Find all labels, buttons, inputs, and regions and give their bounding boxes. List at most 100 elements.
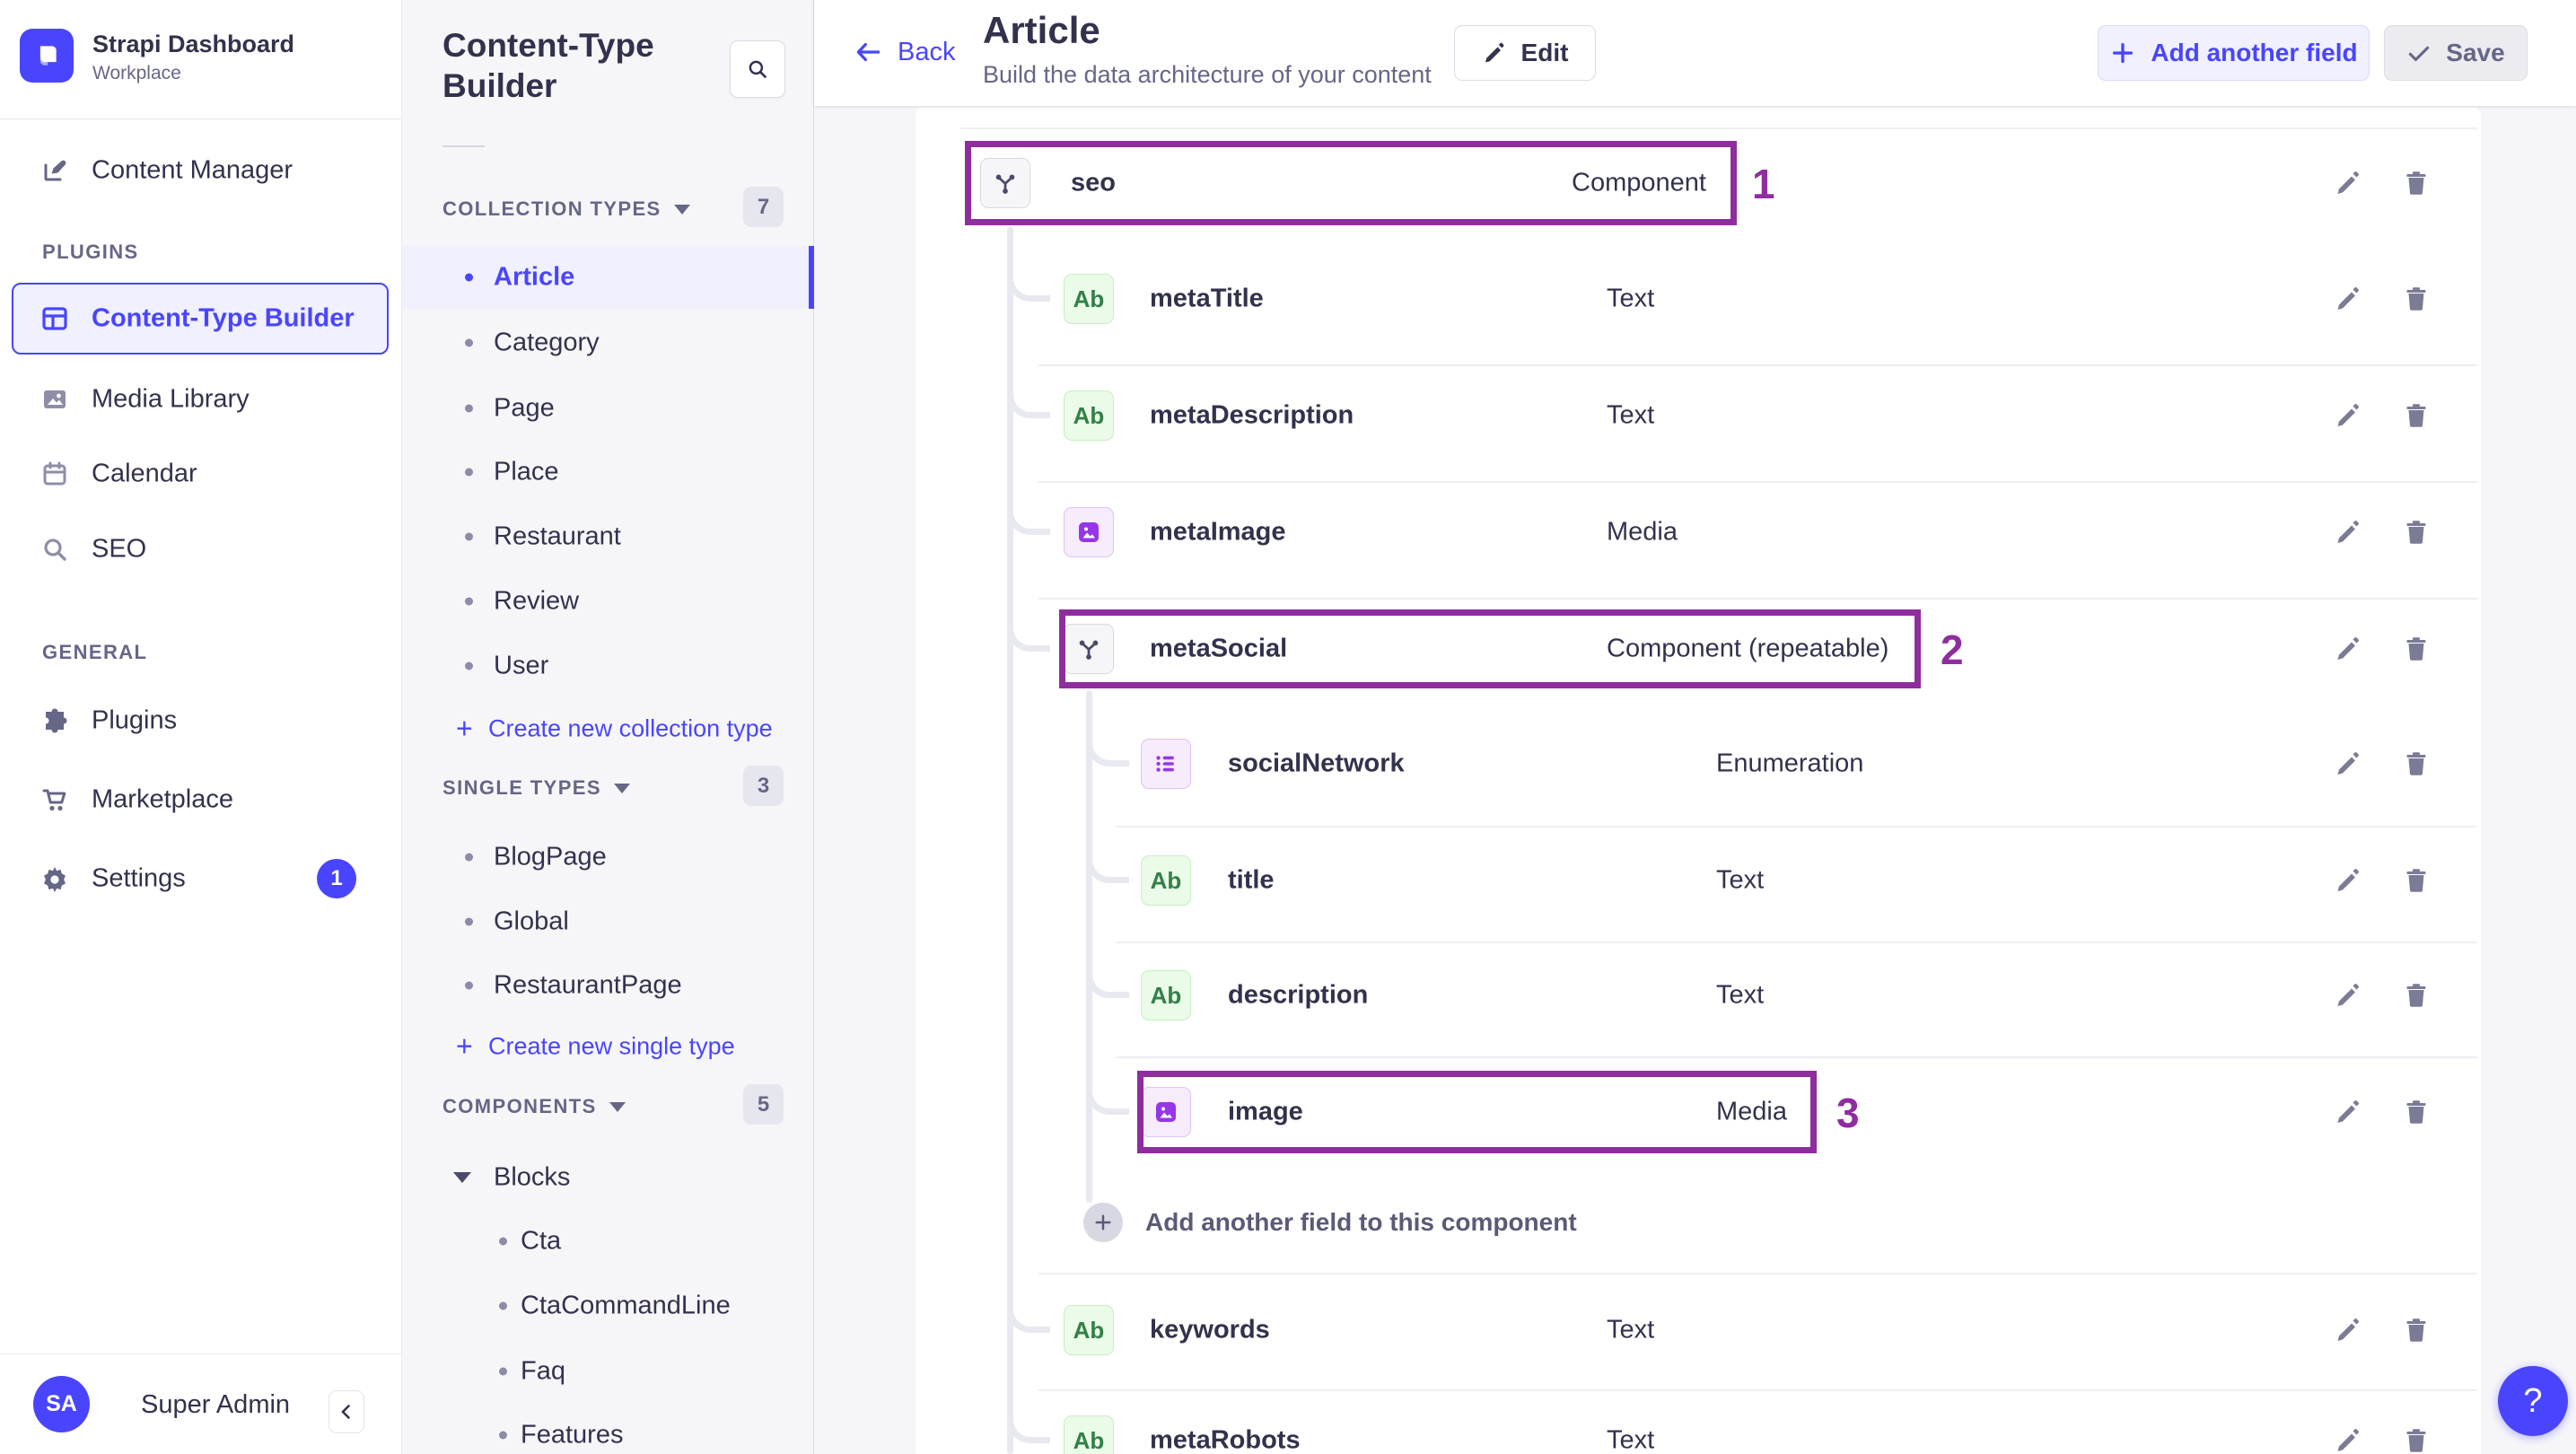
components-count: 5 bbox=[743, 1084, 784, 1125]
collection-item-restaurant[interactable]: Restaurant bbox=[402, 512, 810, 562]
collection-item-article[interactable]: Article bbox=[402, 252, 810, 302]
chevron-down-icon bbox=[673, 204, 690, 215]
text-field-icon: Ab bbox=[1064, 1305, 1114, 1355]
field-row-seo: seo Component bbox=[916, 152, 2481, 215]
component-item-ctacommandline[interactable]: CtaCommandLine bbox=[402, 1281, 810, 1331]
delete-field-button[interactable] bbox=[2402, 749, 2431, 778]
sidebar-item-content-manager[interactable]: Content Manager bbox=[0, 142, 402, 199]
components-header[interactable]: COMPONENTS bbox=[442, 1095, 626, 1118]
media-field-icon bbox=[1064, 507, 1114, 557]
field-row-keywords: Ab keywords Text bbox=[916, 1299, 2481, 1362]
content-type-builder-panel: Content-Type Builder COLLECTION TYPES 7 … bbox=[402, 0, 814, 1454]
edit-field-button[interactable] bbox=[2334, 981, 2362, 1010]
delete-field-button[interactable] bbox=[2402, 866, 2431, 895]
text-field-icon: Ab bbox=[1064, 1415, 1114, 1454]
component-item-faq[interactable]: Faq bbox=[402, 1346, 810, 1397]
save-button[interactable]: Save bbox=[2384, 25, 2528, 81]
bullet-icon bbox=[499, 1367, 507, 1376]
add-another-field-button[interactable]: Add another field bbox=[2098, 25, 2370, 81]
field-row-description: Ab description Text bbox=[916, 964, 2481, 1027]
strapi-logo[interactable] bbox=[20, 29, 74, 83]
edit-field-button[interactable] bbox=[2334, 635, 2362, 663]
sidebar-item-marketplace[interactable]: Marketplace bbox=[0, 771, 402, 828]
delete-field-button[interactable] bbox=[2402, 981, 2431, 1010]
component-item-features[interactable]: Features bbox=[402, 1410, 810, 1454]
edit-field-button[interactable] bbox=[2334, 518, 2362, 547]
sidebar-bottom-divider bbox=[0, 1353, 402, 1354]
edit-field-button[interactable] bbox=[2334, 749, 2362, 778]
panel-divider bbox=[442, 145, 485, 147]
component-item-cta[interactable]: Cta bbox=[402, 1216, 810, 1266]
single-item-restaurantpage[interactable]: RestaurantPage bbox=[402, 960, 810, 1011]
main-content: Back Article Build the data architecture… bbox=[814, 0, 2576, 1454]
delete-field-button[interactable] bbox=[2402, 285, 2431, 313]
delete-field-button[interactable] bbox=[2402, 1426, 2431, 1454]
delete-field-button[interactable] bbox=[2402, 1098, 2431, 1126]
delete-field-button[interactable] bbox=[2402, 635, 2431, 663]
collection-item-place[interactable]: Place bbox=[402, 447, 810, 497]
plugins-section-label: PLUGINS bbox=[42, 241, 139, 263]
avatar[interactable]: SA bbox=[33, 1376, 90, 1432]
edit-field-button[interactable] bbox=[2334, 285, 2362, 313]
collection-item-page[interactable]: Page bbox=[402, 383, 810, 434]
edit-field-button[interactable] bbox=[2334, 866, 2362, 895]
tree-branch bbox=[1007, 1288, 1050, 1333]
edit-field-button[interactable] bbox=[2334, 1098, 2362, 1126]
search-button[interactable] bbox=[730, 40, 785, 98]
edit-field-button[interactable] bbox=[2334, 1316, 2362, 1345]
collection-item-user[interactable]: User bbox=[402, 641, 810, 691]
collection-item-category[interactable]: Category bbox=[402, 318, 810, 368]
bullet-icon bbox=[465, 597, 473, 606]
active-item-bar bbox=[809, 246, 814, 309]
app-title: Strapi Dashboard bbox=[92, 31, 295, 57]
delete-field-button[interactable] bbox=[2402, 518, 2431, 547]
delete-field-button[interactable] bbox=[2402, 169, 2431, 197]
help-button[interactable]: ? bbox=[2498, 1366, 2568, 1436]
bullet-icon bbox=[465, 273, 473, 282]
tree-branch bbox=[1007, 607, 1050, 652]
edit-field-button[interactable] bbox=[2334, 401, 2362, 430]
page-title: Article bbox=[983, 9, 1100, 51]
plus-icon bbox=[1095, 1214, 1111, 1231]
collection-item-review[interactable]: Review bbox=[402, 576, 810, 626]
sidebar-item-seo[interactable]: SEO bbox=[0, 521, 402, 578]
create-collection-type-link[interactable]: + Create new collection type bbox=[456, 712, 773, 745]
row-separator bbox=[1038, 481, 2477, 483]
seo-search-icon bbox=[40, 535, 69, 564]
collection-types-header[interactable]: COLLECTION TYPES bbox=[442, 197, 690, 221]
add-component-field-label[interactable]: Add another field to this component bbox=[1145, 1208, 1577, 1236]
bullet-icon bbox=[499, 1237, 507, 1246]
annotation-number-3: 3 bbox=[1836, 1090, 1860, 1136]
field-row-metaimage: metaImage Media bbox=[916, 501, 2481, 564]
row-separator bbox=[1116, 826, 2477, 828]
single-item-blogpage[interactable]: BlogPage bbox=[402, 832, 810, 882]
plus-icon: + bbox=[456, 712, 473, 745]
fields-list-card: seo Component Ab metaTitle Text Ab metaD… bbox=[916, 108, 2481, 1454]
component-group-blocks[interactable]: Blocks bbox=[402, 1152, 810, 1203]
bullet-icon bbox=[499, 1301, 507, 1310]
sidebar-item-content-type-builder[interactable]: Content-Type Builder bbox=[12, 283, 389, 355]
sidebar-item-plugins[interactable]: Plugins bbox=[0, 692, 402, 749]
sidebar-item-media-library[interactable]: Media Library bbox=[0, 371, 402, 428]
tree-branch bbox=[1007, 490, 1050, 535]
text-field-icon: Ab bbox=[1064, 390, 1114, 441]
sidebar-item-calendar[interactable]: Calendar bbox=[0, 445, 402, 503]
plus-icon: + bbox=[456, 1029, 473, 1063]
edit-button[interactable]: Edit bbox=[1454, 25, 1596, 81]
field-row-title: Ab title Text bbox=[916, 849, 2481, 912]
edit-field-button[interactable] bbox=[2334, 1426, 2362, 1454]
tree-branch bbox=[1086, 953, 1129, 998]
strapi-logo-icon bbox=[39, 46, 57, 66]
chevron-down-icon bbox=[453, 1172, 471, 1183]
delete-field-button[interactable] bbox=[2402, 1316, 2431, 1345]
collapse-sidebar-button[interactable] bbox=[329, 1390, 364, 1433]
field-row-metarobots: Ab metaRobots Text bbox=[916, 1409, 2481, 1454]
single-types-header[interactable]: SINGLE TYPES bbox=[442, 776, 630, 800]
single-item-global[interactable]: Global bbox=[402, 897, 810, 947]
create-single-type-link[interactable]: + Create new single type bbox=[456, 1029, 735, 1063]
delete-field-button[interactable] bbox=[2402, 401, 2431, 430]
back-link[interactable]: Back bbox=[853, 37, 955, 67]
edit-field-button[interactable] bbox=[2334, 169, 2362, 197]
add-component-field-button[interactable] bbox=[1083, 1203, 1123, 1242]
sidebar-item-settings[interactable]: Settings 1 bbox=[0, 850, 402, 907]
